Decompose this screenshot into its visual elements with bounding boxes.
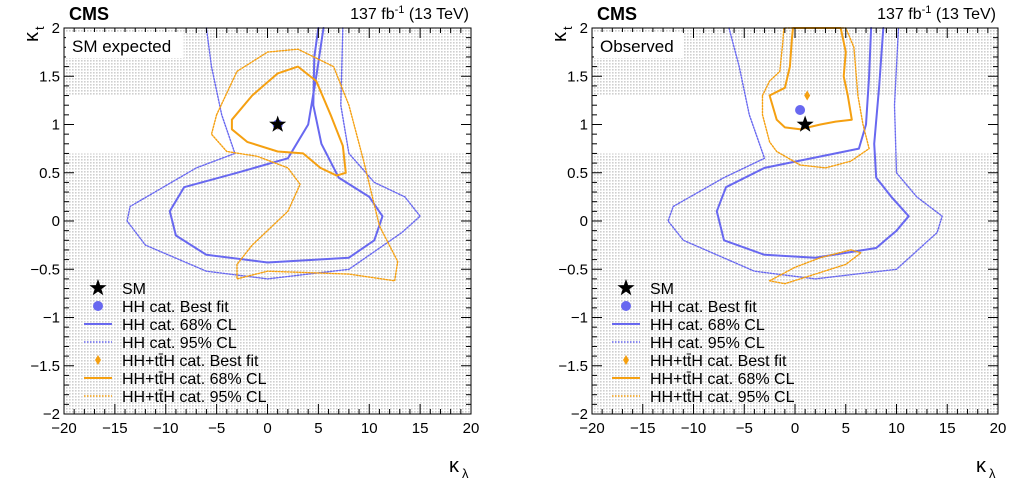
y-tick-label: −0.5 — [30, 261, 60, 278]
contour-hh-dotted — [667, 27, 943, 280]
x-axis-title: κ — [976, 455, 987, 477]
legend-entry-label: HH+tt̄H cat. 68% CL — [122, 371, 267, 388]
x-tick-label: 0 — [263, 420, 271, 437]
y-tick-label: −1 — [571, 310, 588, 327]
lumi-value: 137 fb — [877, 6, 922, 23]
x-tick-label: −10 — [153, 420, 178, 437]
x-axis-title-sub: λ — [462, 466, 469, 481]
y-tick-label: −1 — [43, 310, 60, 327]
x-tick-label: −15 — [102, 420, 127, 437]
lumi-label: 137 fb-1 (13 TeV) — [350, 4, 469, 23]
y-tick-label: −2 — [571, 406, 588, 423]
y-tick-label: 1 — [580, 117, 588, 134]
y-tick-label: 0 — [52, 213, 60, 230]
y-tick-label: −1.5 — [30, 358, 60, 375]
legend-entry-label: HH+tt̄H cat. Best fit — [122, 353, 259, 370]
legend-entry-label: HH cat. 95% CL — [650, 335, 765, 352]
contour-tth-dotted — [210, 48, 399, 282]
legend-entry-label: HH+tt̄H cat. 95% CL — [650, 389, 795, 406]
legend-entry-label: HH+tt̄H cat. 68% CL — [650, 371, 795, 388]
excluded-band — [592, 153, 998, 414]
legend-dot-icon — [621, 301, 631, 311]
y-axis-title-text: κ — [21, 31, 43, 42]
legend-entry-label: HH cat. 68% CL — [122, 317, 237, 334]
lumi-label: 137 fb-1 (13 TeV) — [877, 4, 996, 23]
lumi-exponent: -1 — [922, 4, 932, 16]
x-tick-label: 5 — [842, 420, 850, 437]
x-tick-label: −10 — [681, 420, 706, 437]
x-tick-label: −20 — [579, 420, 604, 437]
contour-hh-solid — [715, 27, 910, 259]
experiment-label: CMS — [69, 4, 109, 24]
y-axis-title-sub: t — [32, 26, 47, 30]
chart-panel-2: −20 −15 −10 −5 0 5 10 15 20 −2 −1.5 −1 −0.5 0 0.5 1 1.5 2… — [549, 4, 1006, 481]
x-tick-label: −15 — [630, 420, 655, 437]
sm-star-point — [269, 115, 287, 132]
panel-label: SM expected — [72, 37, 171, 56]
legend-entry-label: HH cat. Best fit — [650, 299, 757, 316]
legend-entry-label: HH cat. 68% CL — [650, 317, 765, 334]
legend-star-icon — [89, 279, 107, 296]
y-tick-label: −0.5 — [558, 261, 588, 278]
y-tick-label: 1.5 — [39, 68, 60, 85]
x-tick-label: 15 — [412, 420, 429, 437]
tth-best-fit-point — [804, 90, 811, 101]
y-axis-title-sub: t — [560, 26, 575, 30]
x-axis-title: κ — [449, 455, 460, 477]
x-tick-label: 10 — [888, 420, 905, 437]
energy-value: (13 TeV) — [404, 6, 469, 23]
x-tick-label: 15 — [939, 420, 956, 437]
x-tick-label: 0 — [791, 420, 799, 437]
excluded-band — [64, 153, 471, 414]
y-tick-label: 2 — [52, 20, 60, 37]
y-tick-label: 1.5 — [567, 68, 588, 85]
legend-entry-label: SM — [122, 281, 146, 298]
x-tick-label: 20 — [990, 420, 1007, 437]
x-tick-label: 20 — [463, 420, 480, 437]
y-axis-title: κt — [549, 26, 575, 42]
y-tick-label: 0 — [580, 213, 588, 230]
x-tick-label: −5 — [208, 420, 225, 437]
legend-star-icon — [617, 279, 635, 296]
x-axis-title-sub: λ — [989, 466, 996, 481]
hh-best-fit-point — [795, 105, 806, 116]
x-tick-label: −5 — [736, 420, 753, 437]
legend-entry-label: SM — [650, 281, 674, 298]
y-tick-label: 2 — [580, 20, 588, 37]
contour-tth-solid — [768, 27, 853, 131]
legend-diamond-icon — [623, 355, 629, 365]
panel-label: Observed — [600, 37, 674, 56]
y-axis-title: κt — [21, 26, 47, 42]
y-tick-label: −2 — [43, 406, 60, 423]
legend-entry-label: HH+tt̄H cat. Best fit — [650, 353, 787, 370]
x-tick-label: −20 — [51, 420, 76, 437]
contour-tth-solid — [230, 65, 347, 177]
energy-value: (13 TeV) — [931, 6, 996, 23]
experiment-label: CMS — [597, 4, 637, 24]
panel-label-box — [66, 32, 184, 58]
panel-label-box — [594, 32, 683, 58]
contour-hh-solid — [168, 27, 384, 264]
y-tick-label: −1.5 — [558, 358, 588, 375]
legend-diamond-icon — [95, 355, 101, 365]
lumi-exponent: -1 — [395, 4, 405, 16]
legend-dot-icon — [93, 301, 103, 311]
y-tick-label: 1 — [52, 117, 60, 134]
y-tick-label: 0.5 — [567, 165, 588, 182]
y-axis-title-text: κ — [549, 31, 571, 42]
lumi-value: 137 fb — [350, 6, 395, 23]
x-tick-label: 5 — [314, 420, 322, 437]
legend-entry-label: HH cat. 95% CL — [122, 335, 237, 352]
x-tick-label: 10 — [361, 420, 378, 437]
y-tick-label: 0.5 — [39, 165, 60, 182]
legend-entry-label: HH+tt̄H cat. 95% CL — [122, 389, 267, 406]
sm-star-point — [796, 115, 814, 132]
chart-panel-1: −20 −15 −10 −5 0 5 10 15 20 −2 −1.5 −1 −0.5 0 0.5 1 1.5 2… — [21, 4, 479, 481]
contour-tth-dotted — [768, 249, 862, 285]
contour-tth-dotted — [761, 27, 870, 169]
legend-entry-label: HH cat. Best fit — [122, 299, 229, 316]
